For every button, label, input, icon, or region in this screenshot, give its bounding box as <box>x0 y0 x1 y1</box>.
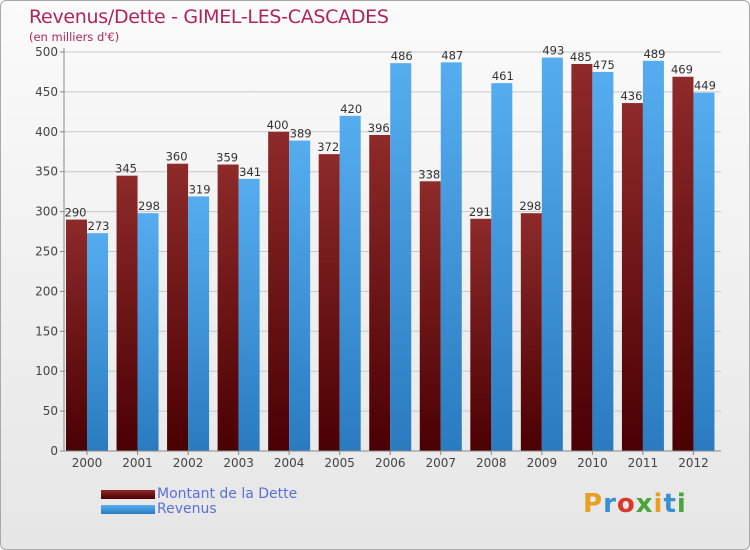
y-tick-label: 450 <box>35 85 58 99</box>
data-label: 389 <box>290 127 312 141</box>
legend-swatch-revenus <box>101 505 155 514</box>
y-tick-label: 500 <box>35 45 58 59</box>
bar-revenus <box>390 63 412 452</box>
x-tick-label: 2005 <box>324 456 355 470</box>
data-label: 400 <box>267 118 289 132</box>
data-label: 489 <box>643 47 665 61</box>
data-label: 298 <box>519 199 541 213</box>
bar-dette <box>369 134 391 451</box>
data-label: 319 <box>189 182 211 196</box>
data-label: 345 <box>115 162 137 176</box>
bar-dette <box>167 163 189 451</box>
x-tick-label: 2004 <box>274 456 305 470</box>
data-label: 273 <box>88 219 110 233</box>
y-tick-label: 250 <box>35 245 58 259</box>
legend-label-dette: Montant de la Dette <box>157 486 298 502</box>
bar-dette <box>268 131 290 452</box>
bar-revenus <box>491 83 513 451</box>
bar-revenus <box>440 62 462 452</box>
bar-dette <box>116 175 138 451</box>
legend-label-revenus: Revenus <box>157 501 217 517</box>
logo-letter: o <box>616 489 636 519</box>
data-label: 486 <box>391 49 413 63</box>
x-tick-label: 2002 <box>173 456 204 470</box>
bar-dette <box>419 181 441 451</box>
logo-letter: r <box>603 489 617 519</box>
chart-title: Revenus/Dette - GIMEL-LES-CASCADES <box>29 6 389 28</box>
data-label: 469 <box>671 63 693 77</box>
bar-revenus <box>137 213 159 451</box>
logo-letter: t <box>663 489 677 519</box>
x-tick-label: 2008 <box>476 456 507 470</box>
bar-revenus <box>693 92 715 451</box>
data-label: 487 <box>441 48 463 62</box>
bar-dette <box>217 164 239 451</box>
bar-dette <box>470 218 492 451</box>
y-tick-label: 300 <box>35 205 58 219</box>
bar-revenus <box>188 196 210 451</box>
data-label: 291 <box>469 205 491 219</box>
data-label: 485 <box>570 50 592 64</box>
logo-letter: x <box>635 489 654 519</box>
data-label: 298 <box>138 199 160 213</box>
bar-revenus <box>642 60 664 451</box>
bar-revenus <box>339 115 361 451</box>
x-tick-label: 2012 <box>678 456 709 470</box>
bar-dette <box>621 103 643 452</box>
y-tick-label: 100 <box>35 364 58 378</box>
y-tick-label: 150 <box>35 324 58 338</box>
bar-dette <box>520 213 542 451</box>
x-tick-label: 2000 <box>72 456 103 470</box>
data-label: 341 <box>239 165 261 179</box>
logo-letter: P <box>583 489 604 519</box>
bar-revenus <box>592 71 614 451</box>
y-tick-label: 350 <box>35 165 58 179</box>
data-label: 420 <box>340 102 362 116</box>
y-tick-label: 400 <box>35 125 58 139</box>
proxiti-logo: Proxiti <box>583 489 687 519</box>
data-label: 475 <box>593 58 615 72</box>
x-tick-label: 2001 <box>122 456 153 470</box>
bar-dette <box>318 154 340 452</box>
logo-letter: i <box>653 489 664 519</box>
x-tick-label: 2006 <box>375 456 406 470</box>
y-tick-label: 200 <box>35 284 58 298</box>
data-label: 449 <box>694 79 716 93</box>
x-tick-label: 2011 <box>628 456 659 470</box>
bar-revenus <box>541 57 563 451</box>
x-tick-label: 2009 <box>527 456 558 470</box>
data-label: 338 <box>418 167 440 181</box>
legend-swatch-dette <box>101 490 155 499</box>
data-label: 360 <box>166 150 188 164</box>
x-tick-label: 2003 <box>223 456 254 470</box>
data-label: 436 <box>620 89 642 103</box>
chart-subtitle: (en milliers d'€) <box>29 30 120 44</box>
data-label: 493 <box>542 44 564 58</box>
bar-dette <box>571 63 593 451</box>
y-tick-label: 50 <box>43 404 58 418</box>
data-label: 396 <box>368 121 390 135</box>
logo-letter: i <box>676 489 687 519</box>
data-label: 290 <box>65 206 87 220</box>
bar-dette <box>672 76 694 451</box>
x-tick-label: 2007 <box>425 456 456 470</box>
bar-dette <box>66 219 87 451</box>
bar-revenus <box>289 140 311 451</box>
bar-revenus <box>238 178 260 451</box>
data-label: 359 <box>216 151 238 165</box>
data-label: 461 <box>492 69 514 83</box>
bar-revenus <box>87 233 108 451</box>
y-tick-label: 0 <box>50 444 58 458</box>
data-label: 372 <box>317 140 339 154</box>
x-tick-label: 2010 <box>577 456 608 470</box>
